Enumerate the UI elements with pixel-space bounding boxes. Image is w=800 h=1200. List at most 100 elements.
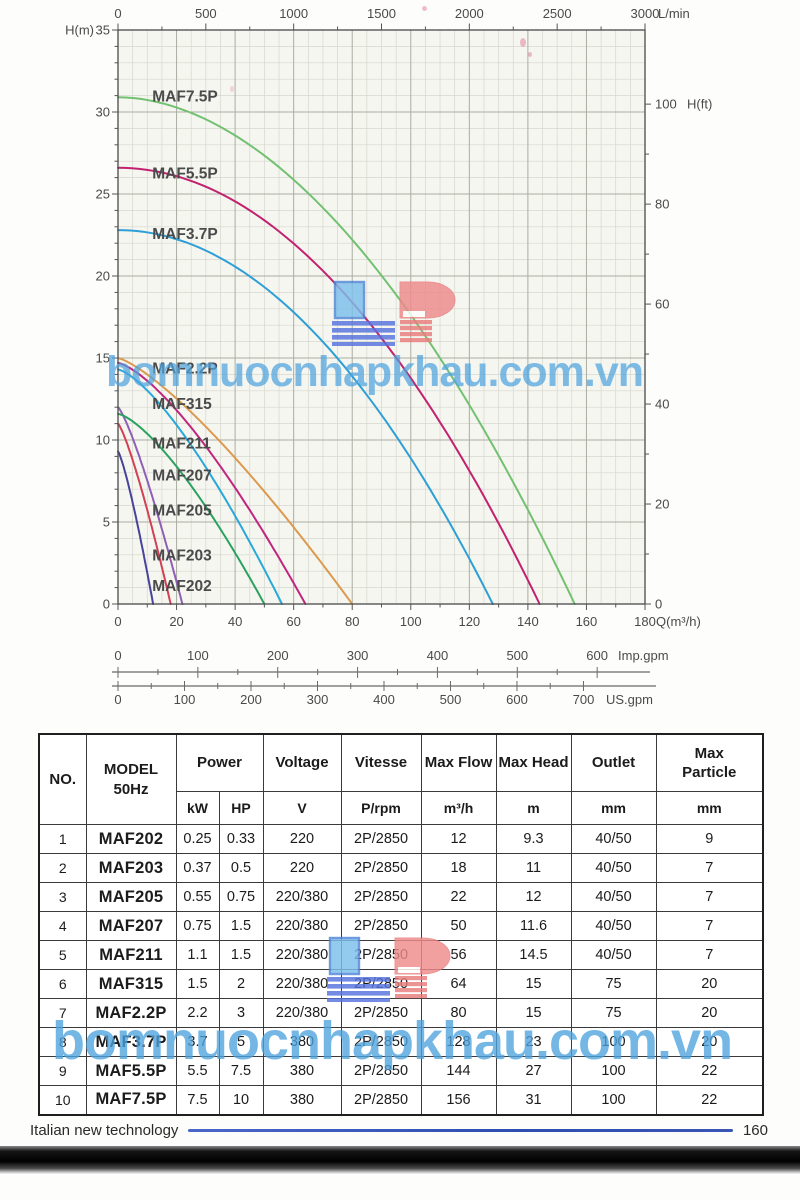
spec-cell: 380 xyxy=(262,1085,342,1115)
axis-tick-label: 1500 xyxy=(367,6,396,21)
scan-artifact xyxy=(230,86,234,92)
axis-tick-label: 0 xyxy=(114,692,121,707)
lp-logo-p-notch xyxy=(403,311,425,317)
spec-cell: 100 xyxy=(570,1085,657,1115)
curve-MAF207 xyxy=(117,412,266,605)
spec-cell: 27 xyxy=(495,1056,572,1086)
spec-cell: 0.5 xyxy=(218,853,264,883)
col-header: Max Particle xyxy=(655,733,764,792)
table-row: 2 MAF203 0.37 0.5 220 2P/2850 18 11 40/50 7 xyxy=(38,853,764,883)
row-number: 1 xyxy=(38,824,87,854)
axis-tick-label: 60 xyxy=(286,614,300,629)
spec-cell: 380 xyxy=(262,1027,342,1057)
spec-cell: 128 xyxy=(420,1027,497,1057)
spec-cell: 7 xyxy=(655,940,764,970)
pump-performance-chart: 0 500 1000 1500 2000 2500 3000L/min35302520151… xyxy=(65,6,712,707)
curve-label-MAF202: MAF202 xyxy=(152,578,211,595)
spec-cell: 144 xyxy=(420,1056,497,1086)
axis-tick-label: 400 xyxy=(373,692,395,707)
spec-cell: 0.75 xyxy=(175,911,220,941)
model-cell: MAF211 xyxy=(85,940,177,970)
unit-header: mm xyxy=(655,791,764,825)
model-cell: MAF203 xyxy=(85,853,177,883)
col-header: MODEL 50Hz xyxy=(85,733,177,825)
axis-tick-label: 0 xyxy=(103,597,110,612)
spec-cell: 1.5 xyxy=(175,969,220,999)
axis-tick-label: 100 xyxy=(174,692,196,707)
axis-tick-label: 2000 xyxy=(455,6,484,21)
table-row: 7 MAF2.2P 2.2 3 220/380 2P/2850 80 15 75 20 xyxy=(38,998,764,1028)
curve-label-MAF203: MAF203 xyxy=(152,548,212,565)
spec-cell: 7 xyxy=(655,882,764,912)
spec-cell: 0.33 xyxy=(218,824,264,854)
spec-cell: 11.6 xyxy=(495,911,572,941)
axis-tick-label: 20 xyxy=(169,614,183,629)
model-cell: MAF315 xyxy=(85,969,177,999)
spec-cell: 10 xyxy=(218,1085,264,1115)
axis-tick-label: 100 xyxy=(187,648,209,663)
axis-tick-label: 500 xyxy=(506,648,528,663)
axis-tick-label: 15 xyxy=(96,351,110,366)
axis-unit-imp-gpm: Imp.gpm xyxy=(618,648,669,663)
footer-slogan: Italian new technology xyxy=(30,1122,179,1139)
axis-tick-label: 200 xyxy=(240,692,262,707)
curve-MAF205 xyxy=(117,406,184,605)
curve-label-MAF211: MAF211 xyxy=(152,435,211,452)
axis-tick-label: 0 xyxy=(114,648,121,663)
spec-cell: 100 xyxy=(570,1056,657,1086)
spec-cell: 9.3 xyxy=(495,824,572,854)
unit-header: kW xyxy=(175,791,220,825)
spec-cell: 3 xyxy=(218,998,264,1028)
curve-MAF7.5P xyxy=(117,96,576,605)
axis-tick-label: 300 xyxy=(347,648,369,663)
curve-MAF203 xyxy=(117,422,172,605)
spec-table-container: NO. MODEL 50Hz Power Voltage Vitesse Max Flow… xyxy=(38,733,765,1116)
scan-artifact xyxy=(520,38,526,47)
lp-logo-p-stripes xyxy=(400,320,432,343)
table-row: 8 MAF3.7P 3.7 5 380 2P/2850 128 23 100 20 xyxy=(38,1027,764,1057)
axis-tick-label: 35 xyxy=(96,23,110,38)
spec-cell: 7.5 xyxy=(175,1085,220,1115)
lp-logo xyxy=(327,936,451,1002)
row-number: 6 xyxy=(38,969,87,999)
watermark-text: bomnuocnhapkhau.com.vn xyxy=(106,348,644,396)
curve-label-MAF315: MAF315 xyxy=(152,396,212,413)
spec-cell: 2P/2850 xyxy=(340,824,422,854)
axis-tick-label: 40 xyxy=(228,614,242,629)
curve-label-MAF5.5P: MAF5.5P xyxy=(152,166,217,183)
axis-tick-label: 700 xyxy=(573,692,595,707)
spec-cell: 0.25 xyxy=(175,824,220,854)
scan-edge-strip xyxy=(0,1146,800,1174)
col-header: Voltage xyxy=(262,733,342,792)
spec-cell: 12 xyxy=(420,824,497,854)
curve-label-MAF207: MAF207 xyxy=(152,467,211,484)
spec-cell: 5.5 xyxy=(175,1056,220,1086)
spec-cell: 40/50 xyxy=(570,911,657,941)
model-cell: MAF5.5P xyxy=(85,1056,177,1086)
curve-label-MAF3.7P: MAF3.7P xyxy=(152,226,217,243)
spec-cell: 2P/2850 xyxy=(340,882,422,912)
page-footer: Italian new technology 160 xyxy=(30,1122,768,1139)
table-row: 1 MAF202 0.25 0.33 220 2P/2850 12 9.3 40/50 9 xyxy=(38,824,764,854)
unit-header: HP xyxy=(218,791,264,825)
spec-cell: 1.1 xyxy=(175,940,220,970)
spec-cell: 2P/2850 xyxy=(340,998,422,1028)
spec-cell: 75 xyxy=(570,998,657,1028)
col-header: NO. xyxy=(38,733,87,825)
spec-cell: 18 xyxy=(420,853,497,883)
spec-cell: 12 xyxy=(495,882,572,912)
spec-cell: 75 xyxy=(570,969,657,999)
spec-cell: 9 xyxy=(655,824,764,854)
axis-tick-label: 5 xyxy=(103,515,110,530)
model-cell: MAF7.5P xyxy=(85,1085,177,1115)
scan-artifact xyxy=(528,52,532,57)
axis-tick-label: 80 xyxy=(655,197,669,212)
spec-cell: 380 xyxy=(262,1056,342,1086)
lp-logo-l-bar xyxy=(333,280,366,320)
axis-unit-left: H(m) xyxy=(65,23,94,38)
axis-tick-label: 80 xyxy=(345,614,359,629)
axis-unit-us-gpm: US.gpm xyxy=(606,692,653,707)
axis-tick-label: 300 xyxy=(307,692,329,707)
axis-tick-label: 1000 xyxy=(279,6,308,21)
